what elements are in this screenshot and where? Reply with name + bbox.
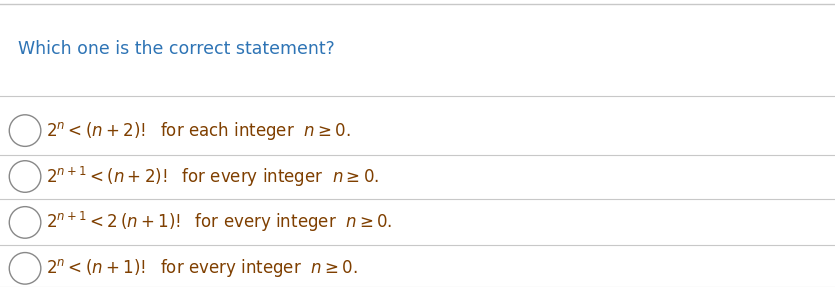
Text: Which one is the correct statement?: Which one is the correct statement? xyxy=(18,40,335,58)
Text: $2^n < (n+2)!$  for each integer  $n \geq 0$.: $2^n < (n+2)!$ for each integer $n \geq … xyxy=(46,120,351,141)
Text: $2^n < (n+1)!$  for every integer  $n \geq 0$.: $2^n < (n+1)!$ for every integer $n \geq… xyxy=(46,257,357,279)
Text: $2^{n+1} < (n+2)!$  for every integer  $n \geq 0$.: $2^{n+1} < (n+2)!$ for every integer $n … xyxy=(46,164,379,189)
Text: $2^{n+1} < 2\,(n+1)!$  for every integer  $n \geq 0$.: $2^{n+1} < 2\,(n+1)!$ for every integer … xyxy=(46,210,392,234)
